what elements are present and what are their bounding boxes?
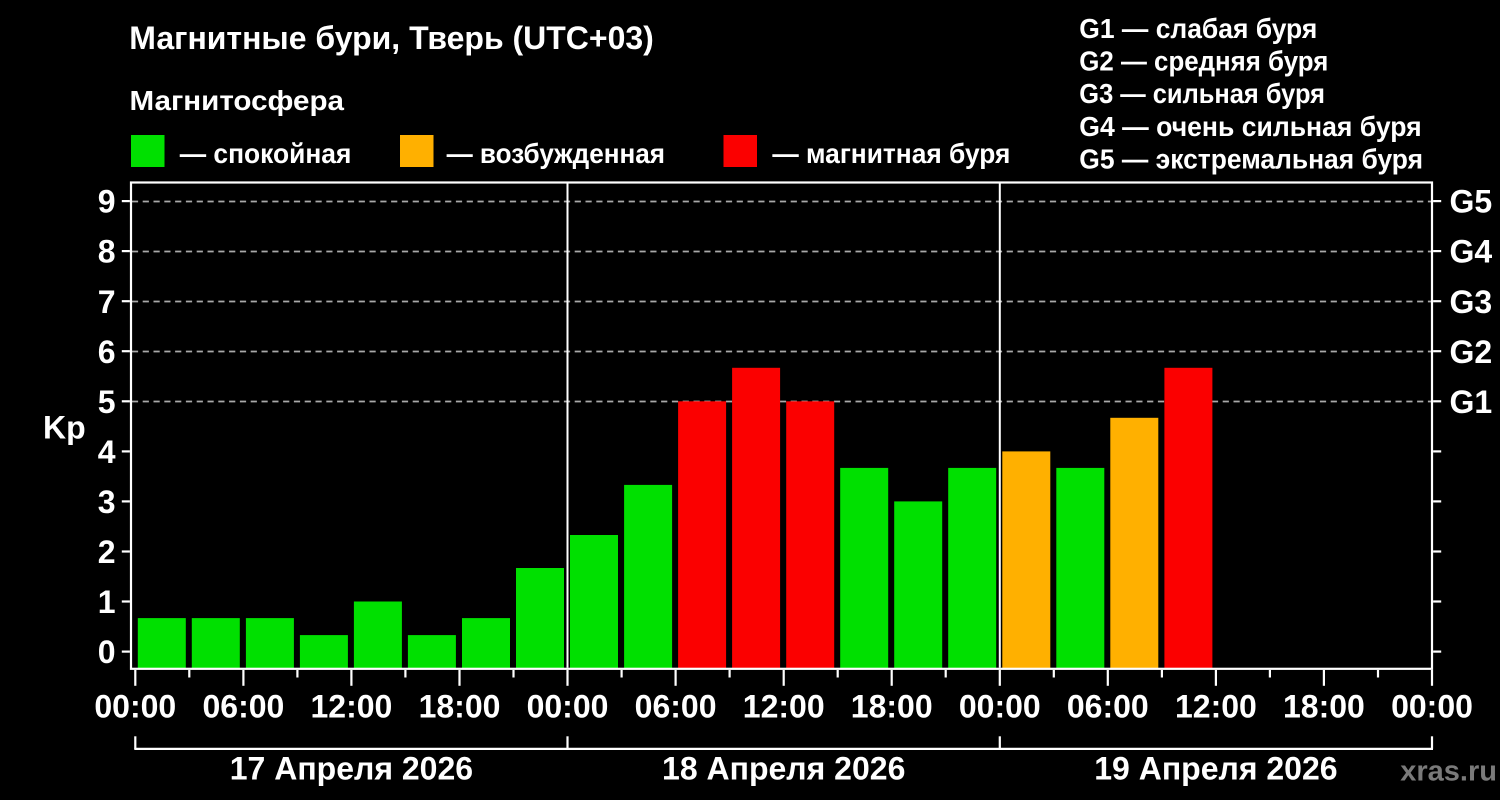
svg-text:06:00: 06:00 xyxy=(635,688,717,724)
svg-text:3: 3 xyxy=(98,484,116,520)
svg-text:8: 8 xyxy=(98,234,116,270)
svg-text:12:00: 12:00 xyxy=(1175,688,1257,724)
svg-text:6: 6 xyxy=(98,334,116,370)
svg-text:— возбужденная: — возбужденная xyxy=(447,138,665,169)
svg-text:0: 0 xyxy=(98,634,116,670)
svg-text:Магнитные бури, Тверь (UTC+03): Магнитные бури, Тверь (UTC+03) xyxy=(129,20,654,56)
svg-text:G2 — средняя буря: G2 — средняя буря xyxy=(1079,46,1328,77)
svg-text:7: 7 xyxy=(98,284,116,320)
svg-text:4: 4 xyxy=(98,434,116,470)
svg-text:Kp: Kp xyxy=(43,410,86,446)
svg-text:1: 1 xyxy=(98,584,116,620)
svg-text:xras.ru: xras.ru xyxy=(1400,756,1497,788)
svg-text:12:00: 12:00 xyxy=(743,688,825,724)
svg-text:— спокойная: — спокойная xyxy=(180,138,352,169)
svg-text:G3 — сильная буря: G3 — сильная буря xyxy=(1079,78,1325,109)
svg-text:00:00: 00:00 xyxy=(94,688,176,724)
svg-text:06:00: 06:00 xyxy=(1067,688,1149,724)
svg-text:Магнитосфера: Магнитосфера xyxy=(130,85,345,116)
svg-text:G2: G2 xyxy=(1450,334,1493,370)
svg-text:00:00: 00:00 xyxy=(959,688,1041,724)
svg-text:G1: G1 xyxy=(1450,384,1493,420)
svg-text:G4 — очень сильная буря: G4 — очень сильная буря xyxy=(1079,111,1421,142)
svg-text:17 Апреля 2026: 17 Апреля 2026 xyxy=(230,751,473,787)
svg-text:9: 9 xyxy=(98,184,116,220)
svg-text:00:00: 00:00 xyxy=(527,688,609,724)
svg-text:G1 — слабая буря: G1 — слабая буря xyxy=(1079,13,1317,44)
svg-text:— магнитная буря: — магнитная буря xyxy=(772,138,1010,169)
svg-text:18:00: 18:00 xyxy=(419,688,501,724)
svg-text:5: 5 xyxy=(98,384,116,420)
svg-text:2: 2 xyxy=(98,534,116,570)
svg-text:18 Апреля 2026: 18 Апреля 2026 xyxy=(662,751,905,787)
svg-text:18:00: 18:00 xyxy=(851,688,933,724)
svg-text:18:00: 18:00 xyxy=(1283,688,1365,724)
svg-text:19 Апреля 2026: 19 Апреля 2026 xyxy=(1094,751,1337,787)
svg-text:12:00: 12:00 xyxy=(310,688,392,724)
svg-text:06:00: 06:00 xyxy=(202,688,284,724)
svg-text:00:00: 00:00 xyxy=(1391,688,1473,724)
svg-text:G4: G4 xyxy=(1450,234,1493,270)
svg-text:G3: G3 xyxy=(1450,284,1493,320)
svg-text:G5 — экстремальная буря: G5 — экстремальная буря xyxy=(1079,143,1423,174)
svg-text:G5: G5 xyxy=(1450,184,1493,220)
